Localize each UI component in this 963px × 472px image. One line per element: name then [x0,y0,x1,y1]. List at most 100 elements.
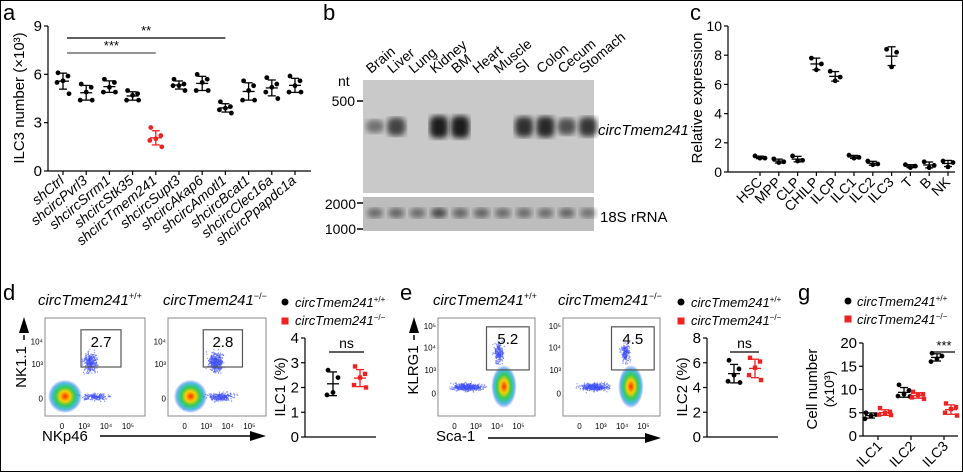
panel-label-g: g [798,280,810,305]
event-dot [221,392,223,394]
event-dot [454,388,456,390]
event-dot [216,399,218,401]
event-dot [88,368,90,370]
event-dot [211,395,213,397]
data-point [125,88,130,93]
event-dot [596,382,598,384]
event-dot [461,387,463,389]
event-dot [598,387,600,389]
event-dot [205,393,207,396]
event-dot [92,355,94,357]
event-dot [93,359,95,361]
event-dot [459,383,461,385]
data-point [275,96,281,101]
event-dot [575,387,577,389]
event-dot [213,397,215,400]
event-dot [592,388,595,390]
event-dot [477,388,479,391]
event-dot [88,360,90,362]
event-dot [85,398,87,400]
event-dot [91,356,94,358]
event-dot [628,346,631,348]
event-dot [94,400,96,402]
event-dot [591,386,593,388]
event-dot [603,385,605,387]
event-dot [589,385,591,387]
event-dot [90,395,92,397]
data-point [218,99,223,105]
rrna-band [537,208,554,218]
event-dot [222,398,224,401]
event-dot [226,394,228,397]
event-dot [210,396,212,398]
event-dot [495,347,497,350]
event-dot [455,382,457,384]
data-point [158,133,164,138]
event-dot [480,388,482,390]
event-dot [103,393,105,395]
event-dot [84,361,86,364]
event-dot [583,388,585,390]
event-dot [217,372,220,374]
event-dot [582,387,585,389]
event-dot [227,393,229,395]
data-point [940,158,946,164]
event-dot [210,359,212,361]
event-dot [102,394,105,397]
event-dot [211,363,213,365]
y-tick-label: 10⁴ [424,343,437,352]
event-dot [94,394,97,396]
event-dot [101,395,103,397]
event-dot [93,369,95,371]
y-tick-label: 10⁴ [31,338,44,347]
event-dot [230,396,232,398]
event-dot [476,385,479,387]
flow-plot-flow_d-0 [44,317,146,417]
group-shcircTmem241 [147,125,165,150]
event-dot [219,400,222,402]
flow-d-wt-title: circTmem241+/+ [38,291,142,309]
event-dot [625,357,627,359]
event-dot [84,369,86,371]
data-point [181,81,187,87]
event-dot [92,358,94,360]
event-dot [595,384,597,386]
event-dot [95,398,97,400]
data-point [88,84,94,90]
event-dot [95,354,97,357]
event-dot [626,354,628,356]
data-point [875,161,881,167]
event-dot [587,389,589,391]
event-dot [91,362,93,364]
event-dot [502,351,504,354]
event-dot [578,386,580,388]
event-dot [87,371,90,374]
event-dot [95,361,98,363]
event-dot [217,398,219,400]
event-dot [469,389,471,391]
rrna-band [494,208,511,218]
panel-a-chart: ILC3 number (×10³) [11,32,28,163]
event-dot [470,385,472,387]
event-dot [479,389,481,391]
event-dot [481,386,483,388]
event-dot [477,387,479,389]
event-dot [498,353,500,356]
flow-events [173,348,239,414]
data-point [204,76,210,82]
event-dot [600,381,603,384]
rrna-band [388,208,405,218]
data-point [251,83,256,89]
event-dot [100,398,102,400]
event-dot [218,397,220,399]
event-dot [86,372,88,374]
event-dot [467,388,469,390]
event-dot [96,356,98,359]
event-dot [217,348,219,351]
event-dot [623,355,625,357]
data-point [851,155,857,161]
event-dot [216,356,219,359]
event-dot [212,358,214,360]
event-dot [457,385,459,388]
event-dot [212,368,214,370]
